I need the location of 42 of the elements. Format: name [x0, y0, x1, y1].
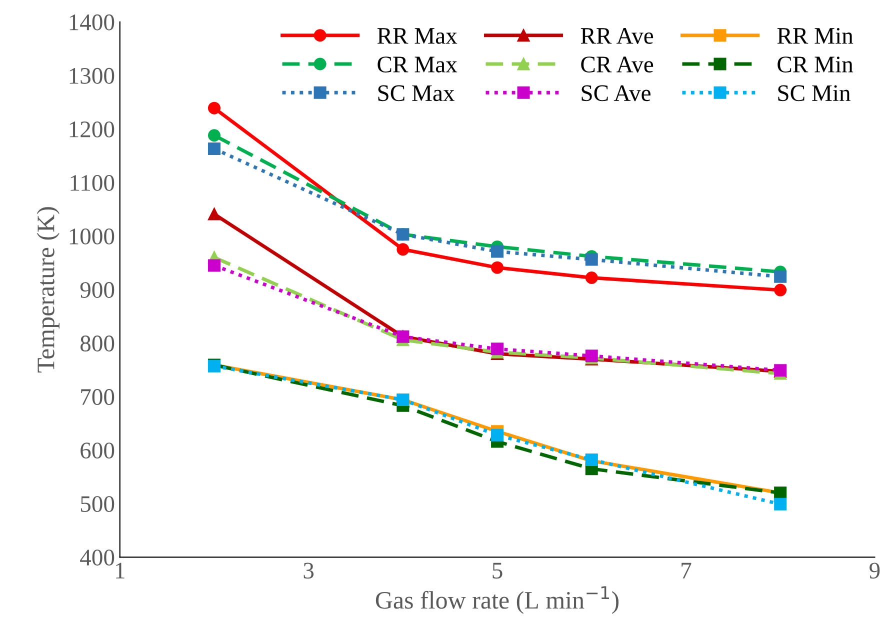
point: [585, 253, 598, 266]
point: [208, 142, 220, 156]
legend-label: SC Ave: [582, 85, 650, 102]
y-tick-label: 1300: [70, 68, 114, 84]
point: [774, 270, 787, 283]
legend-label: SC Min: [778, 85, 850, 102]
point: [208, 129, 220, 142]
legend-label: SC Max: [378, 85, 455, 102]
y-tick-label: 1400: [70, 14, 114, 30]
legend-label: CR Min: [778, 56, 854, 73]
point: [491, 428, 504, 442]
legend-label: CR Ave: [581, 56, 654, 73]
x-tick-label: 1: [116, 562, 124, 578]
y-tick-label: 1200: [70, 121, 114, 138]
point: [585, 272, 598, 284]
y-tick-label: 600: [80, 442, 114, 459]
y-tick-label: 400: [80, 550, 114, 566]
point: [774, 498, 787, 510]
point: [396, 243, 410, 256]
legend-label: RR Min: [777, 28, 854, 44]
point: [491, 245, 504, 258]
x-tick-label: 9: [870, 562, 880, 579]
x-axis-title: Gas flow rate (L min$^{−1}$): [376, 586, 619, 614]
y-tick-label: 1000: [70, 228, 114, 244]
x-tick-label: 3: [304, 562, 314, 579]
x-tick-label: 5: [492, 562, 502, 579]
legend-label: RR Ave: [580, 28, 654, 44]
y-tick-label: 900: [80, 282, 114, 298]
point: [208, 102, 220, 114]
y-tick-label: 500: [80, 496, 114, 512]
point: [774, 284, 787, 296]
y-tick-label: 800: [80, 336, 114, 352]
x-tick-label: 7: [682, 562, 692, 578]
legend-label: RR Max: [377, 28, 458, 44]
y-axis-title: Temperature (K): [36, 207, 60, 373]
point: [491, 261, 504, 274]
y-tick-label: 1100: [70, 174, 114, 191]
point: [208, 208, 220, 220]
y-tick-label: 700: [81, 389, 114, 405]
legend-label: CR Max: [378, 56, 458, 73]
point: [208, 259, 220, 272]
point: [491, 342, 504, 356]
